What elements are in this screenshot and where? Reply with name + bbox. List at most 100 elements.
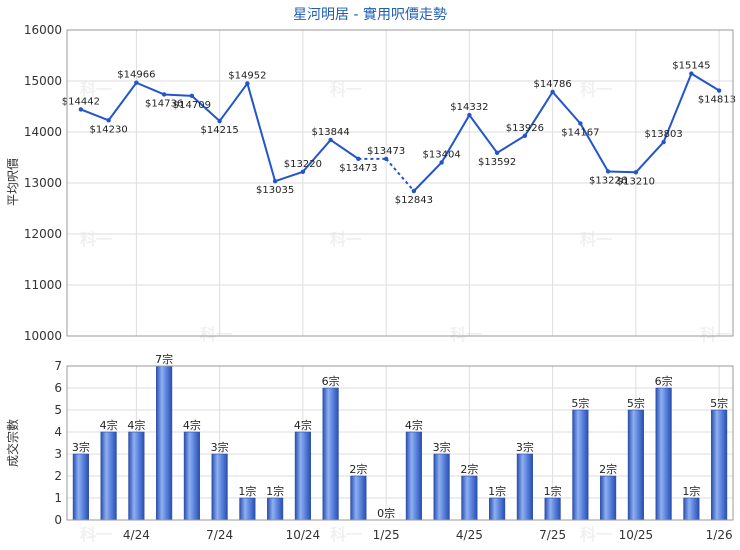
line-point-9: [328, 137, 333, 143]
watermark-text-1: 科一: [330, 80, 362, 99]
bar-12: [405, 431, 422, 521]
bar-9: [322, 387, 339, 521]
point-label-18: $14167: [561, 127, 599, 138]
bar-label-12: 4宗: [405, 418, 423, 432]
bar-label-2: 4宗: [127, 418, 145, 432]
line-point-15: [494, 150, 500, 156]
line-point-1: [106, 118, 111, 123]
point-label-2: $14966: [117, 70, 155, 81]
point-label-4: $14709: [173, 100, 211, 111]
bar-label-5: 3宗: [211, 440, 229, 454]
bar-label-10: 2宗: [349, 462, 367, 476]
point-label-13: $13404: [423, 149, 461, 160]
bottom-y-tick-label-6: 6: [54, 381, 62, 395]
line-point-11: [383, 156, 389, 162]
bottom-y-tick-label-2: 2: [54, 469, 62, 483]
line-segment-18: [579, 122, 609, 172]
line-point-3: [161, 92, 167, 97]
point-label-6: $14952: [228, 70, 266, 81]
line-segment-8: [302, 139, 332, 173]
line-segment-19: [608, 170, 636, 174]
point-label-7: $13035: [256, 185, 294, 196]
bar-22: [683, 497, 700, 521]
bar-17: [544, 497, 561, 521]
line-segment-11: [385, 158, 415, 192]
top-y-tick-label-5: 15000: [24, 74, 62, 88]
bar-13: [433, 453, 450, 521]
watermark-text-8: 科一: [700, 325, 732, 344]
bar-label-17: 1宗: [544, 484, 562, 498]
bar-19: [600, 475, 617, 521]
line-point-23: [716, 88, 722, 93]
bottom-y-tick-label-4: 4: [54, 425, 62, 439]
bottom-y-axis-title: 成交宗數: [5, 419, 20, 467]
bar-3: [156, 365, 173, 521]
bar-8: [294, 431, 311, 521]
bar-label-18: 5宗: [571, 396, 589, 410]
top-y-tick-label-0: 10000: [24, 329, 62, 343]
point-label-22: $15145: [672, 61, 710, 72]
bar-10: [350, 475, 367, 521]
line-segment-2: [135, 81, 165, 96]
bar-label-23: 5宗: [710, 396, 728, 410]
line-point-20: [633, 170, 639, 175]
bar-label-7: 1宗: [266, 484, 284, 498]
line-segment-17: [551, 91, 582, 125]
top-y-tick-label-4: 14000: [24, 125, 62, 139]
point-label-12: $12843: [395, 195, 433, 206]
line-segment-15: [496, 134, 526, 154]
point-label-17: $14786: [534, 79, 572, 90]
x-tick-label-2: 10/24: [286, 528, 321, 542]
point-label-0: $14442: [62, 96, 100, 107]
top-y-tick-label-3: 13000: [24, 176, 62, 190]
bar-5: [211, 453, 228, 521]
watermark-text-6: 科一: [200, 325, 232, 344]
line-segment-22: [690, 72, 720, 92]
line-segment-12: [413, 161, 443, 192]
line-point-12: [411, 188, 417, 194]
bottom-y-tick-label-5: 5: [54, 403, 62, 417]
chart-title: 星河明居 - 實用呎價走勢: [293, 6, 447, 23]
bottom-y-tick-label-3: 3: [54, 447, 62, 461]
bar-label-13: 3宗: [433, 440, 451, 454]
bar-label-21: 6宗: [655, 374, 673, 388]
line-segment-4: [191, 95, 221, 122]
line-segment-0: [80, 108, 109, 122]
bar-15: [489, 497, 506, 521]
point-label-19: $13226: [589, 175, 627, 186]
top-plot-frame: [66, 29, 734, 337]
bar-label-1: 4宗: [100, 418, 118, 432]
line-segment-3: [164, 93, 192, 97]
line-segment-13: [440, 114, 471, 163]
watermark-text-0: 科一: [80, 80, 112, 99]
top-y-axis-title: 平均呎價: [6, 158, 20, 206]
line-point-16: [522, 133, 528, 138]
line-point-19: [605, 169, 611, 174]
bar-label-19: 2宗: [599, 462, 617, 476]
point-label-10: $13473: [339, 163, 377, 174]
bar-14: [461, 475, 478, 521]
bar-20: [627, 409, 644, 521]
line-segment-7: [274, 170, 304, 183]
line-point-17: [550, 89, 555, 95]
line-segment-14: [468, 114, 498, 154]
bar-7: [267, 497, 284, 521]
data-labels: 3宗 4宗 4宗 7宗 4宗 3宗 1宗 1宗 4宗 6宗 2宗 0宗 4宗 3宗 2宗 1宗 3宗 1宗 5宗 2宗…: [62, 61, 736, 520]
line-segment-1: [107, 82, 138, 121]
line-point-18: [578, 121, 583, 126]
line-point-0: [78, 107, 84, 112]
x-tick-label-0: 4/24: [123, 528, 150, 542]
x-tick-label-3: 1/25: [373, 528, 400, 542]
point-label-8: $13220: [284, 159, 322, 170]
axis-layer: 10000 11000 12000 13000 14000 15000 16000 0 1 2 3 4…: [24, 23, 734, 542]
watermark-text-10: 科一: [330, 525, 362, 544]
point-label-9: $13844: [312, 127, 350, 138]
line-point-2: [134, 80, 139, 85]
watermark-text-3: 科一: [80, 230, 112, 249]
bar-1: [100, 431, 117, 521]
watermark-text-4: 科一: [330, 230, 362, 249]
line-segment-21: [662, 73, 693, 143]
point-label-3: $14736: [145, 98, 183, 109]
watermark-text-7: 科一: [450, 325, 482, 344]
